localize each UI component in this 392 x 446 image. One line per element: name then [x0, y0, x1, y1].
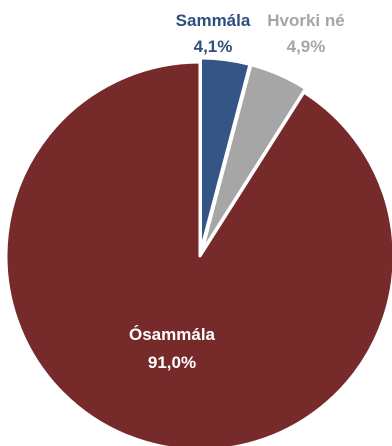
pie-slice-2: [200, 63, 308, 254]
slice-category-label: Ósammála: [129, 325, 216, 344]
pie-slice-3: [4, 60, 392, 446]
slice-value-label: 4,1%: [194, 37, 233, 56]
slice-category-label: Sammála: [176, 11, 251, 30]
slice-value-label: 91,0%: [148, 353, 196, 372]
slice-value-label: 4,9%: [287, 37, 326, 56]
slice-category-label: Hvorki né: [267, 11, 344, 30]
